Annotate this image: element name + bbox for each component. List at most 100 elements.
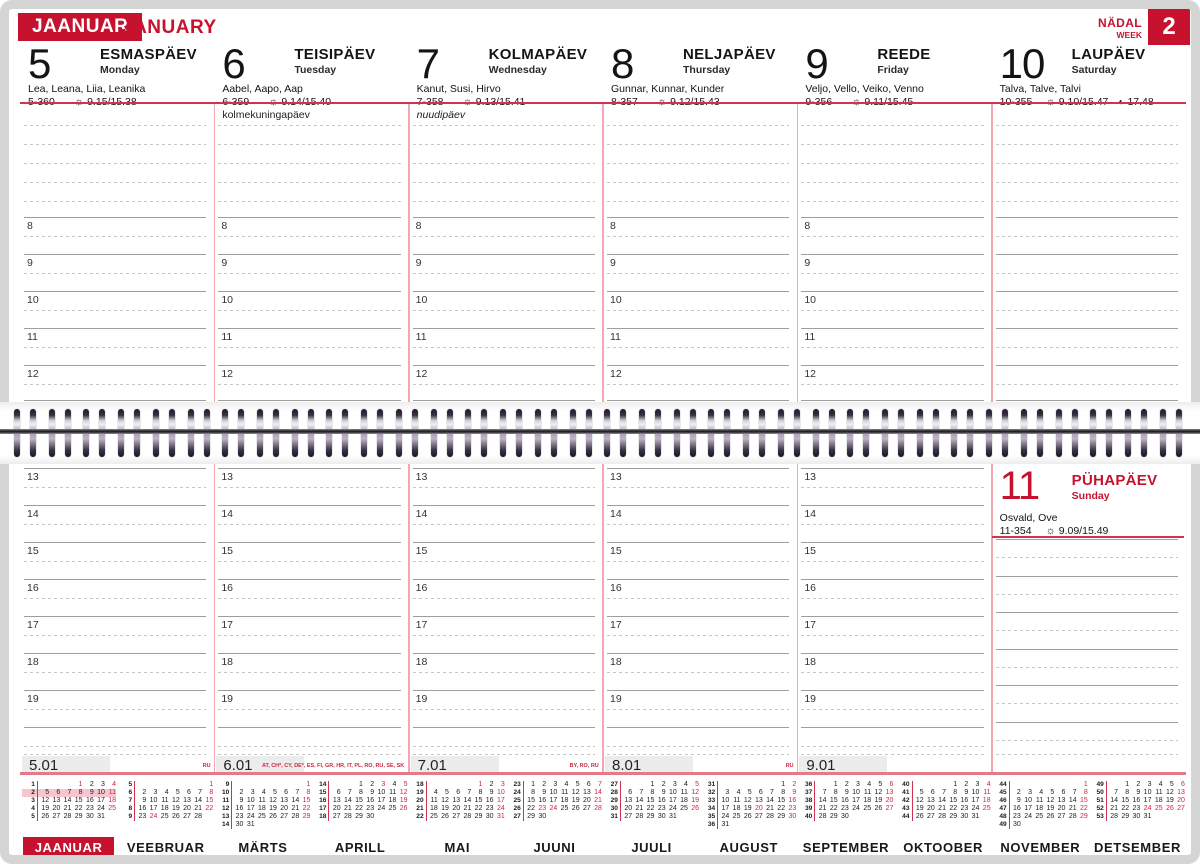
mini-day: 23 <box>1132 805 1141 812</box>
hour-line <box>218 217 401 219</box>
mini-day: 8 <box>531 789 535 796</box>
mini-day: 28 <box>635 813 644 820</box>
mini-day: 5 <box>273 789 277 796</box>
month-badge: JAANUAR <box>18 13 143 41</box>
ruled-line <box>801 163 984 164</box>
mini-day: 3 <box>100 781 105 788</box>
mini-week-number: 22 <box>411 813 427 821</box>
mini-day: 4 <box>736 789 741 796</box>
hour-label: 9 <box>415 257 422 269</box>
mini-day: 13 <box>1057 797 1066 804</box>
hour-line <box>412 468 595 470</box>
mini-day: 6 <box>56 789 61 796</box>
ruled-line <box>24 163 207 164</box>
holiday-note: nuudipäev <box>416 109 466 121</box>
hour-line <box>607 217 790 219</box>
mini-day <box>849 813 860 821</box>
mini-day: 10 <box>149 797 158 804</box>
mini-day: 14 <box>1110 797 1118 804</box>
name-days: Aabel, Aapo, Aap <box>222 83 303 95</box>
mini-day: 30 <box>366 813 375 820</box>
mini-month-grid: 36 1 2 3 4 5 6 37 7 8 9 10 11 12 13 38 14 15 16 17 18 19 20 39 2… <box>799 781 893 821</box>
mini-day: 24 <box>246 813 255 820</box>
mini-month-grid: 31 1 2 32 3 4 5 6 7 8 9 33 10 11 12 13 14 15 16 34 17 18 19 20 2… <box>702 781 796 829</box>
hour-label: 14 <box>610 508 622 520</box>
mini-day: 27 <box>754 813 763 820</box>
mini-week-number: 28 <box>605 789 621 797</box>
mini-day: 21 <box>635 805 644 812</box>
mini-day: 23 <box>235 813 244 820</box>
mini-week-number: 36 <box>702 821 719 829</box>
ruled-line <box>218 745 401 747</box>
hour-label: 13 <box>221 471 234 483</box>
mini-day: 16 <box>485 797 494 804</box>
mini-day: 6 <box>758 789 763 796</box>
mini-week-row: 41 5 6 7 8 9 10 11 <box>897 789 991 797</box>
mini-day: 15 <box>355 797 363 804</box>
hour-line <box>412 254 595 256</box>
hour-label: 19 <box>610 693 622 705</box>
ruled-line <box>607 523 790 525</box>
ruled-line <box>995 201 1178 202</box>
mini-week-number: 17 <box>314 805 330 813</box>
mini-day: 5 <box>575 781 580 788</box>
mini-day: 2 <box>1136 781 1141 788</box>
mini-day: 19 <box>915 805 924 812</box>
mini-day: 30 <box>657 813 666 820</box>
mini-day: 28 <box>291 813 300 820</box>
mini-day: 6 <box>284 789 289 796</box>
mini-day: 26 <box>399 805 408 812</box>
weekday-names: ESMASPÄEV Monday <box>100 46 197 76</box>
ruled-line <box>412 597 595 599</box>
mini-day: 26 <box>691 805 700 812</box>
hour-label: 8 <box>804 220 811 232</box>
mini-day: 17 <box>668 797 677 804</box>
mini-day <box>1163 813 1174 821</box>
mini-day: 29 <box>74 813 83 820</box>
ruled-line <box>801 754 984 755</box>
mini-day: 17 <box>1143 797 1152 804</box>
mini-day: 15 <box>302 797 311 804</box>
mini-day: 25 <box>1035 813 1044 820</box>
ruled-line <box>218 634 401 636</box>
mini-day: 8 <box>209 789 214 796</box>
ruled-line <box>24 309 207 311</box>
ruled-line <box>24 560 207 562</box>
mini-day: 21 <box>1068 805 1077 812</box>
mini-week-number: 51 <box>1091 797 1107 805</box>
week-label-english: WEEK <box>1116 30 1143 40</box>
day-of-year: 11-354 <box>999 525 1032 537</box>
mini-day: 20 <box>754 805 763 812</box>
mini-day: 8 <box>78 789 83 796</box>
mini-day <box>255 781 266 789</box>
hour-label: 15 <box>27 545 39 557</box>
mini-day: 28 <box>1068 813 1077 820</box>
mini-month-label: JUULI <box>603 840 700 855</box>
mini-day: 1 <box>953 781 958 788</box>
mini-week-number: 15 <box>314 789 330 797</box>
mini-day: 5 <box>175 789 180 796</box>
mini-week-row: 45 2 3 4 5 6 7 8 <box>994 789 1088 797</box>
mini-day: 20 <box>885 797 894 804</box>
mini-day <box>299 821 310 829</box>
mini-week-number: 14 <box>314 781 330 789</box>
mini-week-row: 50 7 8 9 10 11 12 13 <box>1091 789 1185 797</box>
footer-date: 9.01 <box>806 757 836 774</box>
mini-day: 19 <box>269 805 277 812</box>
hour-line <box>218 616 401 618</box>
week-number-box: 2 <box>1148 8 1190 45</box>
mini-day: 10 <box>377 789 386 796</box>
mini-day <box>157 781 168 789</box>
mini-day: 17 <box>377 797 386 804</box>
ruled-line <box>995 163 1178 164</box>
ruled-line <box>412 309 595 311</box>
mini-week-row: 24 8 9 10 11 12 13 14 <box>508 789 602 797</box>
mini-week-number: 31 <box>605 813 621 821</box>
mini-day: 28 <box>63 813 72 820</box>
mini-day: 9 <box>370 789 375 796</box>
mini-day: 17 <box>246 805 255 812</box>
mini-day: 31 <box>97 813 105 820</box>
mini-day: 1 <box>531 781 535 788</box>
mini-day: 3 <box>672 781 677 788</box>
